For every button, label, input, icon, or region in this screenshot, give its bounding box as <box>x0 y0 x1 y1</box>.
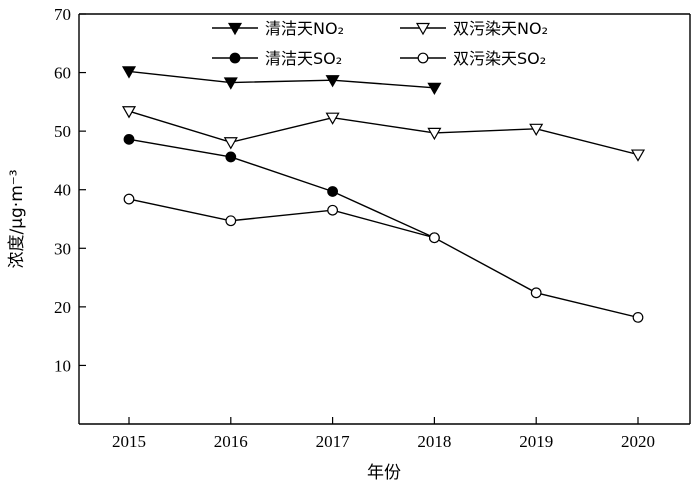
legend-item: 清洁天SO₂ <box>212 49 342 68</box>
y-ticks: 10 20 30 40 50 60 70 <box>54 5 86 375</box>
data-point <box>325 112 340 125</box>
y-axis-title: 浓度/μg·m⁻³ <box>7 169 27 268</box>
data-point <box>223 137 238 150</box>
x-tick-label: 2018 <box>417 432 451 451</box>
y-tick-label: 20 <box>54 298 71 317</box>
legend: 清洁天NO₂ 双污染天NO₂ 清洁天SO₂ 双污染天SO₂ <box>212 19 548 68</box>
legend-item: 双污染天NO₂ <box>400 19 548 38</box>
data-point <box>121 106 137 119</box>
y-tick-label: 30 <box>54 239 71 258</box>
data-point <box>327 204 339 216</box>
series-line <box>128 138 435 239</box>
data-point <box>630 149 646 162</box>
legend-label: 清洁天SO₂ <box>265 49 342 68</box>
y-tick-label: 10 <box>54 356 71 375</box>
x-tick-label: 2020 <box>621 432 655 451</box>
series-line <box>128 70 435 89</box>
x-tick-label: 2017 <box>316 432 351 451</box>
x-axis-title: 年份 <box>367 463 401 483</box>
series-line <box>128 198 639 319</box>
data-point <box>427 127 442 141</box>
data-point <box>427 82 442 96</box>
series-line <box>128 110 639 156</box>
series-4 <box>123 193 644 323</box>
y-tick-label: 70 <box>54 5 71 24</box>
y-tick-label: 60 <box>54 64 71 83</box>
legend-marker <box>417 52 429 64</box>
legend-item: 双污染天SO₂ <box>400 49 546 68</box>
data-point <box>123 193 135 205</box>
y-tick-label: 40 <box>54 181 71 200</box>
data-point <box>327 186 339 197</box>
series-layer <box>121 66 646 323</box>
legend-label: 清洁天NO₂ <box>265 19 344 38</box>
data-point <box>225 215 237 227</box>
data-point <box>123 133 135 145</box>
data-point <box>325 75 340 88</box>
x-tick-label: 2019 <box>519 432 553 451</box>
y-tick-label: 50 <box>54 122 71 141</box>
legend-marker <box>415 22 431 36</box>
x-tick-label: 2015 <box>112 432 146 451</box>
data-point <box>429 232 440 244</box>
data-point <box>530 287 542 299</box>
data-point <box>223 77 238 90</box>
legend-marker <box>229 52 241 64</box>
axes <box>78 13 691 425</box>
legend-label: 双污染天SO₂ <box>453 49 546 68</box>
data-point <box>632 312 644 323</box>
series-2 <box>121 106 646 162</box>
legend-label: 双污染天NO₂ <box>453 19 548 38</box>
x-tick-label: 2016 <box>214 432 248 451</box>
data-point <box>121 66 137 79</box>
data-point <box>529 123 544 137</box>
data-point <box>225 151 237 163</box>
x-ticks: 2015 2016 2017 2018 2019 2020 <box>112 417 655 451</box>
legend-item: 清洁天NO₂ <box>212 19 344 38</box>
series-1 <box>121 66 442 96</box>
legend-marker <box>227 22 243 36</box>
